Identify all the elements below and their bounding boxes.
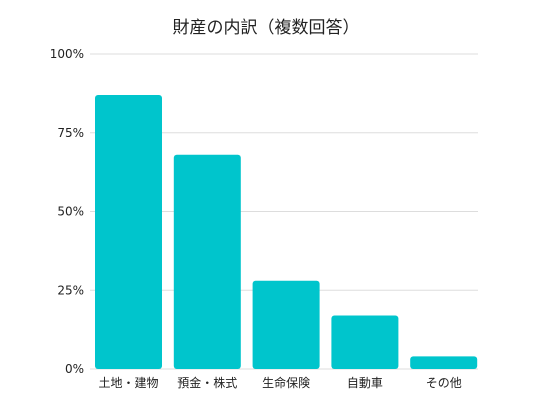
bar (95, 94, 162, 369)
x-category-label: 生命保険 (262, 375, 310, 390)
x-axis-category-labels: 土地・建物 預金・株式 生命保険 自動車 その他 (98, 375, 461, 390)
chart-title: 財産の内訳（複数回答） (173, 18, 360, 38)
bars (95, 94, 478, 369)
x-category-label: 土地・建物 (98, 376, 158, 390)
x-category-label: 自動車 (347, 376, 383, 390)
y-tick-label: 25% (57, 283, 84, 297)
x-category-label: 預金・株式 (177, 375, 237, 390)
y-axis-tick-labels: 0% 25% 50% 75% 100% (50, 47, 84, 376)
y-tick-label: 100% (50, 47, 84, 61)
bar (173, 154, 241, 369)
y-tick-label: 0% (65, 362, 84, 376)
y-tick-label: 50% (57, 205, 84, 219)
x-category-label: その他 (426, 376, 462, 390)
bar (252, 280, 320, 369)
bar (410, 356, 478, 369)
y-tick-label: 75% (57, 126, 84, 140)
bar (331, 315, 399, 369)
